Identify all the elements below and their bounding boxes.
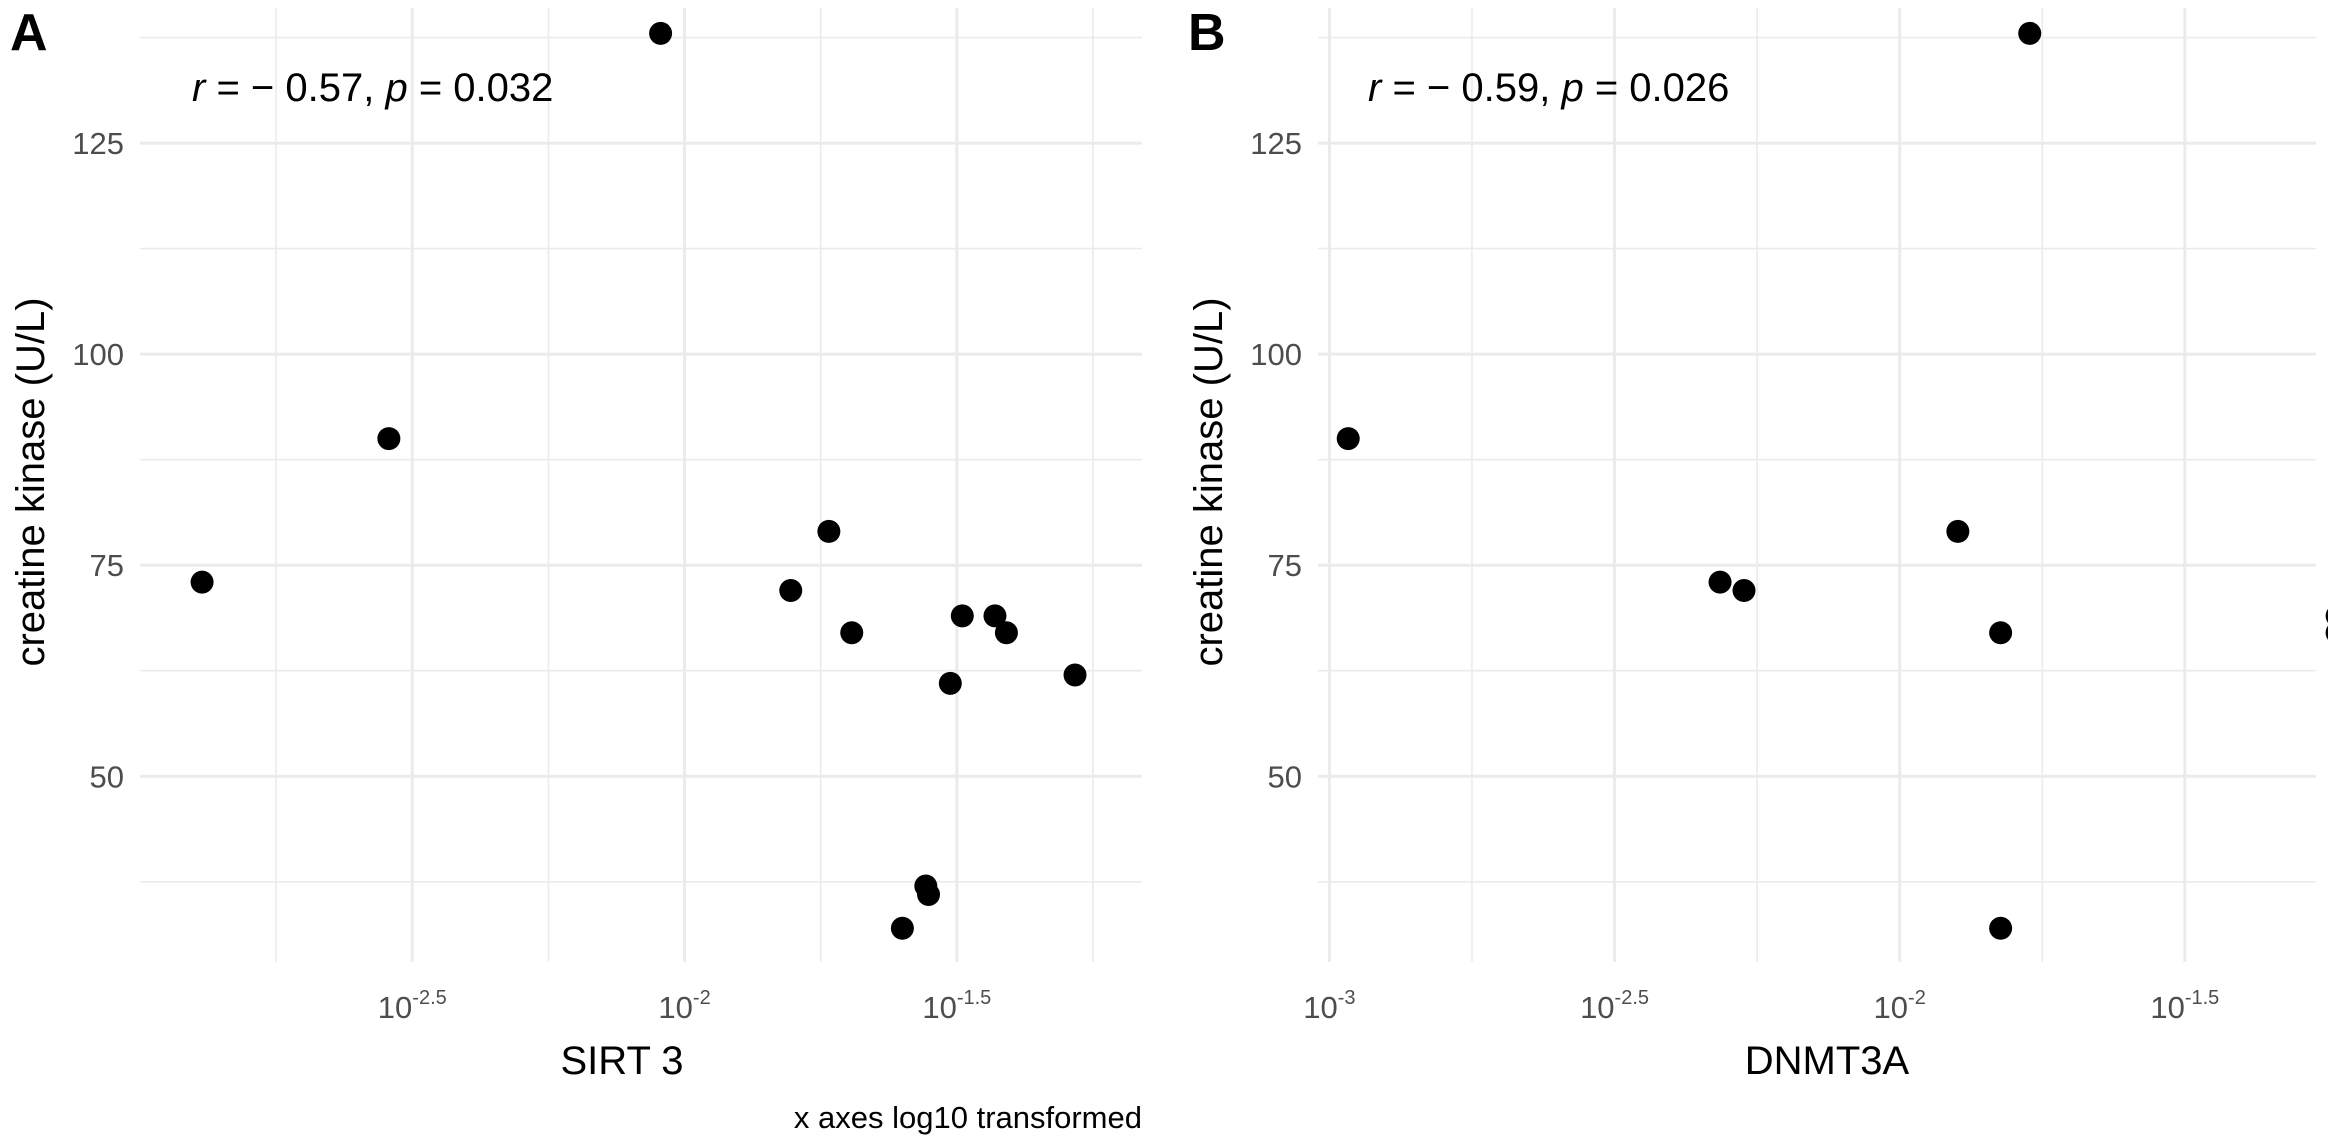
y-tick-label: 50 — [1268, 759, 1302, 794]
scatter-point — [377, 427, 401, 451]
panel-letter: A — [10, 4, 48, 62]
x-tick-base: 10 — [1303, 990, 1337, 1025]
x-tick-exponent: -2 — [693, 987, 711, 1009]
x-tick-label: 10-2 — [1874, 987, 1926, 1025]
x-tick-label: 10-3 — [1303, 987, 1355, 1025]
x-tick-exponent: -2.5 — [412, 987, 446, 1009]
scatter-point — [1989, 621, 2013, 645]
x-tick-base: 10 — [658, 990, 692, 1025]
x-tick-label: 10-1.5 — [2150, 987, 2219, 1025]
r-value: = − 0.57, — [205, 66, 385, 110]
x-tick-label: 10-1.5 — [922, 987, 991, 1025]
scatter-point — [917, 882, 941, 906]
x-tick-base: 10 — [1874, 990, 1908, 1025]
scatter-point — [983, 604, 1007, 628]
y-tick-labels: 50 75 100 125 — [72, 126, 124, 794]
scatter-point — [950, 604, 974, 628]
x-axis-title: DNMT3A — [1745, 1039, 1910, 1083]
correlation-annotation: r = − 0.57, p = 0.032 — [192, 66, 553, 110]
scatter-point — [994, 621, 1018, 645]
y-tick-labels: 50 75 100 125 — [1250, 126, 1302, 794]
y-tick-label: 125 — [72, 126, 124, 161]
x-tick-exponent: -3 — [1338, 987, 1356, 1009]
scatter-point — [2018, 21, 2042, 45]
scatter-points — [190, 21, 1087, 940]
x-tick-base: 10 — [378, 990, 412, 1025]
p-value: = 0.026 — [1584, 66, 1730, 110]
y-tick-label: 50 — [90, 759, 124, 794]
scatter-point — [1946, 519, 1970, 543]
scatter-point — [938, 671, 962, 695]
scatter-point — [1989, 916, 2013, 940]
x-tick-exponent: -2 — [1908, 987, 1926, 1009]
scatter-point — [817, 519, 841, 543]
scatter-point — [190, 570, 214, 594]
x-axis-title: SIRT 3 — [560, 1039, 683, 1083]
y-tick-label: 100 — [72, 337, 124, 372]
panel-letter: B — [1188, 4, 1226, 62]
grid — [1318, 8, 2316, 962]
scatter-points — [1336, 21, 2328, 940]
y-axis-title: creatine kinase (U/L) — [1187, 297, 1231, 666]
scatter-point — [1336, 427, 1360, 451]
x-tick-label: 10-2.5 — [378, 987, 447, 1025]
scatter-point — [649, 21, 673, 45]
x-tick-exponent: -2.5 — [1615, 987, 1649, 1009]
grid — [140, 8, 1142, 962]
scatter-point — [1708, 570, 1732, 594]
y-tick-label: 75 — [90, 548, 124, 583]
x-tick-exponent: -1.5 — [957, 987, 991, 1009]
scatter-point — [890, 916, 914, 940]
scatter-point — [1063, 663, 1087, 687]
x-tick-base: 10 — [1580, 990, 1614, 1025]
p-symbol: p — [384, 66, 407, 110]
x-tick-base: 10 — [2150, 990, 2184, 1025]
x-tick-labels: 10-3 10-2.5 10-2 10-1.5 — [1303, 987, 2219, 1025]
r-symbol: r — [192, 66, 207, 110]
y-tick-label: 125 — [1250, 126, 1302, 161]
x-tick-base: 10 — [922, 990, 956, 1025]
p-value: = 0.032 — [408, 66, 554, 110]
r-symbol: r — [1368, 66, 1383, 110]
x-tick-label: 10-2.5 — [1580, 987, 1649, 1025]
scatter-point — [1732, 579, 1756, 603]
y-tick-label: 100 — [1250, 337, 1302, 372]
scatter-point — [779, 579, 803, 603]
correlation-annotation: r = − 0.59, p = 0.026 — [1368, 66, 1729, 110]
x-tick-label: 10-2 — [658, 987, 710, 1025]
y-tick-label: 75 — [1268, 548, 1302, 583]
scatter-point — [2325, 608, 2328, 623]
r-value: = − 0.59, — [1381, 66, 1561, 110]
x-tick-exponent: -1.5 — [2185, 987, 2219, 1009]
footnote: x axes log10 transformed — [794, 1100, 1142, 1135]
y-axis-title: creatine kinase (U/L) — [9, 297, 53, 666]
p-symbol: p — [1560, 66, 1583, 110]
x-tick-labels: 10-2.5 10-2 10-1.5 — [378, 987, 992, 1025]
scatter-point — [2325, 625, 2328, 640]
scatter-point — [840, 621, 864, 645]
